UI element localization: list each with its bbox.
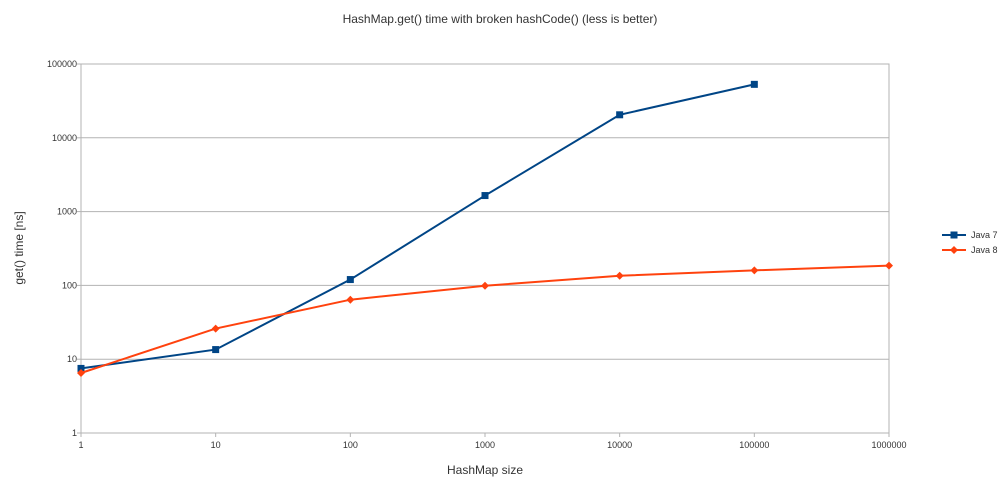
data-point-java-8 bbox=[481, 281, 489, 290]
series-lines bbox=[77, 80, 893, 378]
series-line-java-7 bbox=[80, 83, 755, 370]
plot-frame bbox=[80, 63, 890, 434]
data-point-java-7 bbox=[77, 364, 85, 372]
legend-marker bbox=[950, 246, 958, 254]
chart-title: HashMap.get() time with broken hashCode(… bbox=[343, 12, 658, 26]
x-tick-label: 1000 bbox=[475, 440, 495, 450]
data-point-java-8 bbox=[750, 266, 759, 275]
series-java-7 bbox=[77, 80, 758, 372]
legend-item-java-8: Java 8 bbox=[942, 245, 998, 255]
x-tick-label: 10 bbox=[211, 440, 221, 450]
legend-label: Java 8 bbox=[971, 245, 998, 255]
x-tick-label: 10000 bbox=[607, 440, 632, 450]
data-point-java-7 bbox=[346, 276, 354, 284]
x-tick-label: 1000000 bbox=[871, 440, 906, 450]
y-axis-ticks: 1 10 100 1000 10000 100000 bbox=[47, 59, 81, 438]
x-tick-label: 1 bbox=[78, 440, 83, 450]
data-point-java-8 bbox=[211, 324, 220, 333]
data-point-java-8 bbox=[77, 369, 85, 378]
data-point-java-7 bbox=[750, 80, 758, 88]
x-tick-label: 100 bbox=[343, 440, 358, 450]
x-axis-ticks: 1 10 100 1000 10000 100000 1000000 bbox=[78, 433, 907, 450]
legend-label: Java 7 bbox=[971, 230, 998, 240]
data-point-java-7 bbox=[481, 192, 489, 200]
x-axis-title: HashMap size bbox=[447, 463, 523, 477]
y-axis-title: get() time [ns] bbox=[12, 211, 26, 284]
x-tick-label: 100000 bbox=[739, 440, 769, 450]
data-point-java-7 bbox=[212, 346, 220, 354]
y-tick-label: 10 bbox=[67, 354, 77, 364]
data-point-java-8 bbox=[885, 261, 893, 270]
y-tick-label: 1000 bbox=[57, 207, 77, 217]
series-java-8 bbox=[77, 261, 893, 378]
data-point-java-8 bbox=[615, 271, 624, 280]
y-tick-label: 100 bbox=[62, 280, 77, 290]
legend-marker bbox=[950, 231, 958, 239]
legend-item-java-7: Java 7 bbox=[942, 230, 998, 240]
data-point-java-8 bbox=[346, 295, 355, 304]
y-tick-label: 100000 bbox=[47, 59, 77, 69]
data-point-java-7 bbox=[616, 111, 624, 119]
y-tick-label: 1 bbox=[72, 428, 77, 438]
y-tick-label: 10000 bbox=[52, 133, 77, 143]
legend: Java 7 Java 8 bbox=[942, 230, 998, 255]
grid-lines bbox=[81, 63, 889, 434]
